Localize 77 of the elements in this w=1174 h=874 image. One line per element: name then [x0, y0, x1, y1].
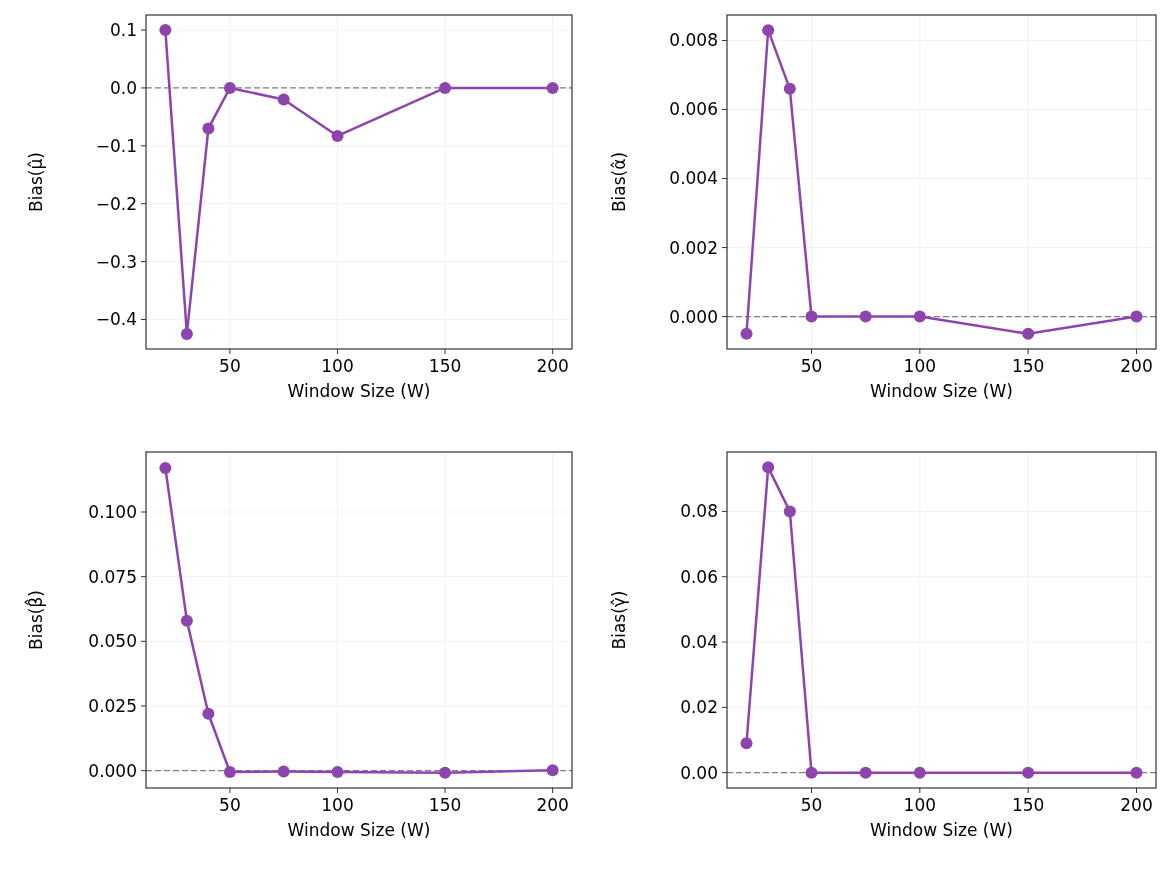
- y-tick-label: 0.002: [669, 237, 718, 258]
- point: [1130, 766, 1143, 779]
- point: [859, 766, 872, 779]
- point: [202, 122, 215, 135]
- x-tick-label: 150: [1011, 795, 1045, 815]
- point: [331, 765, 344, 778]
- x-tick-label: 50: [800, 795, 823, 815]
- point: [1130, 310, 1143, 323]
- point: [439, 81, 452, 94]
- y-tick-label: 0.1: [109, 20, 137, 40]
- y-tick-label: 0.04: [680, 631, 718, 652]
- x-tick-label: 100: [321, 356, 354, 376]
- y-tick-label: 0.100: [88, 501, 137, 522]
- point: [859, 310, 872, 323]
- y-tick-label: 0.000: [669, 306, 718, 327]
- y-axis-title: Bias(α̂): [609, 151, 629, 213]
- point: [805, 310, 818, 323]
- y-tick-label: 0.000: [88, 760, 137, 781]
- x-tick-label: 100: [903, 795, 937, 815]
- point: [783, 505, 796, 518]
- y-tick-label: 0.006: [669, 99, 718, 120]
- y-tick-label: 0.08: [680, 501, 718, 522]
- y-tick-label: −0.1: [95, 135, 137, 156]
- point: [180, 614, 193, 627]
- point: [783, 82, 796, 95]
- y-tick-label: 0.025: [88, 695, 137, 716]
- x-tick-label: 200: [1120, 795, 1153, 815]
- point: [277, 93, 290, 106]
- x-tick-label: 150: [428, 356, 462, 376]
- point: [202, 707, 215, 720]
- point: [1022, 327, 1035, 340]
- x-tick-label: 200: [536, 356, 569, 376]
- point: [740, 327, 753, 340]
- point: [546, 81, 559, 94]
- point: [439, 766, 452, 779]
- x-axis-title: Window Size (W): [287, 381, 431, 401]
- x-tick-label: 150: [1011, 356, 1045, 376]
- point: [180, 327, 193, 340]
- x-tick-label: 50: [219, 356, 241, 376]
- point: [762, 461, 775, 474]
- y-tick-label: 0.06: [680, 566, 718, 587]
- y-tick-label: 0.004: [669, 168, 718, 189]
- point: [223, 765, 236, 778]
- point: [913, 766, 926, 779]
- point: [159, 24, 172, 37]
- y-tick-label: 0.00: [680, 762, 718, 783]
- x-tick-label: 200: [536, 795, 569, 815]
- point: [159, 462, 172, 475]
- x-tick-label: 150: [428, 795, 462, 815]
- y-tick-label: 0.008: [669, 30, 718, 51]
- x-axis-title: Window Size (W): [287, 820, 431, 840]
- point: [762, 24, 775, 37]
- point: [331, 129, 344, 142]
- point: [805, 766, 818, 779]
- y-tick-label: 0.050: [88, 631, 137, 652]
- x-tick-label: 100: [903, 356, 937, 376]
- y-tick-label: 0.0: [109, 77, 137, 98]
- point: [223, 81, 236, 94]
- y-axis-title: Bias(γ̂): [609, 590, 629, 650]
- y-tick-label: −0.3: [95, 251, 137, 272]
- x-axis-title: Window Size (W): [870, 381, 1013, 401]
- point: [1022, 766, 1035, 779]
- point: [277, 765, 290, 778]
- point: [546, 764, 559, 777]
- x-tick-label: 50: [800, 356, 823, 376]
- x-tick-label: 200: [1120, 356, 1153, 376]
- y-tick-label: 0.075: [88, 566, 137, 587]
- x-tick-label: 50: [219, 795, 241, 815]
- y-axis-title: Bias(μ̂): [26, 152, 46, 212]
- point: [913, 310, 926, 323]
- x-tick-label: 100: [321, 795, 354, 815]
- y-tick-label: 0.02: [680, 697, 718, 718]
- point: [740, 737, 753, 750]
- y-tick-label: −0.4: [95, 309, 137, 330]
- y-tick-label: −0.2: [95, 193, 137, 214]
- x-axis-title: Window Size (W): [870, 820, 1013, 840]
- y-axis-title: Bias(β̂): [23, 590, 46, 650]
